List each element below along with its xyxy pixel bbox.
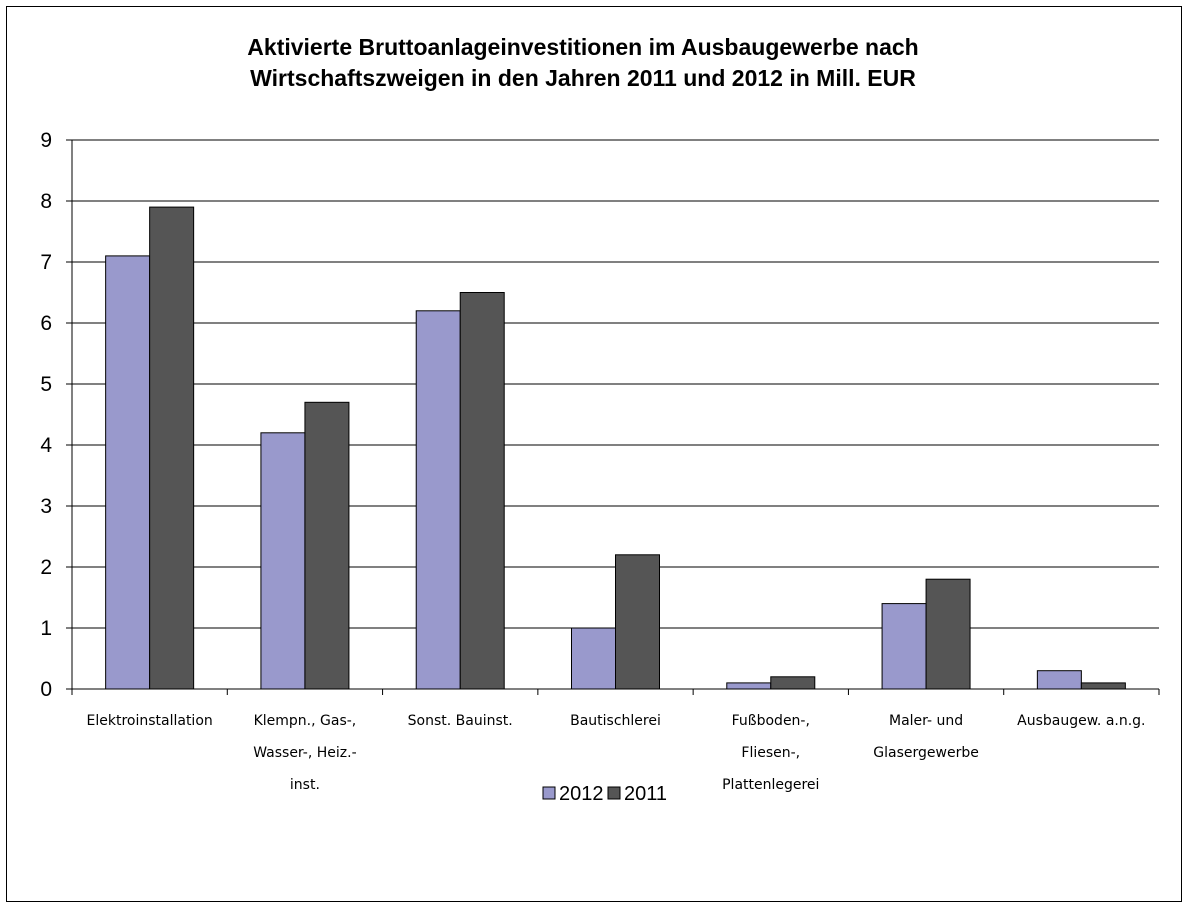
bar-2012-1 <box>260 432 306 690</box>
x-tick-label: Fliesen-, <box>741 745 800 761</box>
bar-2011-2 <box>459 292 505 690</box>
x-tick-label: Fußboden-, <box>732 713 810 729</box>
chart-title: Aktivierte Bruttoanlageinvestitionen im … <box>247 34 918 91</box>
y-tick-label: 0 <box>40 678 52 701</box>
bar-2012-4 <box>726 682 772 690</box>
bar-2011-0 <box>149 206 195 690</box>
bar-2011-3 <box>615 554 660 690</box>
y-tick-label: 5 <box>40 373 52 396</box>
bar-2012-6 <box>1036 670 1082 690</box>
y-tick-label: 8 <box>40 190 52 213</box>
bars <box>105 206 1126 690</box>
x-tick-label: Klempn., Gas-, <box>254 713 357 729</box>
chart-title-line: Aktivierte Bruttoanlageinvestitionen im … <box>247 34 918 60</box>
legend-label: 2012 <box>559 783 604 805</box>
bar-2012-5 <box>881 603 927 690</box>
y-tick-label: 4 <box>40 434 52 457</box>
y-tick-label: 6 <box>40 312 52 335</box>
y-tick-label: 1 <box>40 617 52 640</box>
x-tick-label: Plattenlegerei <box>722 777 819 793</box>
legend-swatch-2012 <box>542 786 556 800</box>
y-tick-label: 7 <box>40 251 52 274</box>
chart-title-line: Wirtschaftszweigen in den Jahren 2011 un… <box>250 65 916 91</box>
x-tick-label: Ausbaugew. a.n.g. <box>1017 713 1145 729</box>
y-tick-labels: 0 1 2 3 4 5 6 7 8 9 <box>40 129 52 701</box>
bar-2012-0 <box>105 255 151 690</box>
bar-2011-1 <box>304 401 350 690</box>
legend-label: 2011 <box>624 783 667 805</box>
bar-2012-3 <box>571 627 616 690</box>
bar-2011-5 <box>925 578 971 690</box>
x-tick-label: Maler- und <box>889 713 963 729</box>
x-tick-label: Sonst. Bauinst. <box>408 713 513 729</box>
chart-frame <box>6 6 1182 902</box>
y-tick-label: 3 <box>40 495 52 518</box>
x-tick-label: Wasser-, Heiz.- <box>253 745 356 761</box>
bar-2011-6 <box>1080 682 1126 690</box>
x-tick-label: Bautischlerei <box>570 713 661 729</box>
bar-2012-2 <box>415 310 461 690</box>
x-tick-label: Glasergewerbe <box>873 745 979 761</box>
gridlines <box>72 139 1159 629</box>
x-tick-labels: Elektroinstallation Klempn., Gas-, Wasser-… <box>87 713 1146 793</box>
y-tick-label: 9 <box>40 129 52 152</box>
legend: 2012 2011 <box>542 783 667 805</box>
legend-swatch-2011 <box>607 786 621 800</box>
x-tick-label: Elektroinstallation <box>87 713 213 729</box>
x-tick-label: inst. <box>290 777 320 793</box>
y-tick-label: 2 <box>40 556 52 579</box>
bar-2011-4 <box>770 676 816 690</box>
axes <box>66 139 1160 695</box>
